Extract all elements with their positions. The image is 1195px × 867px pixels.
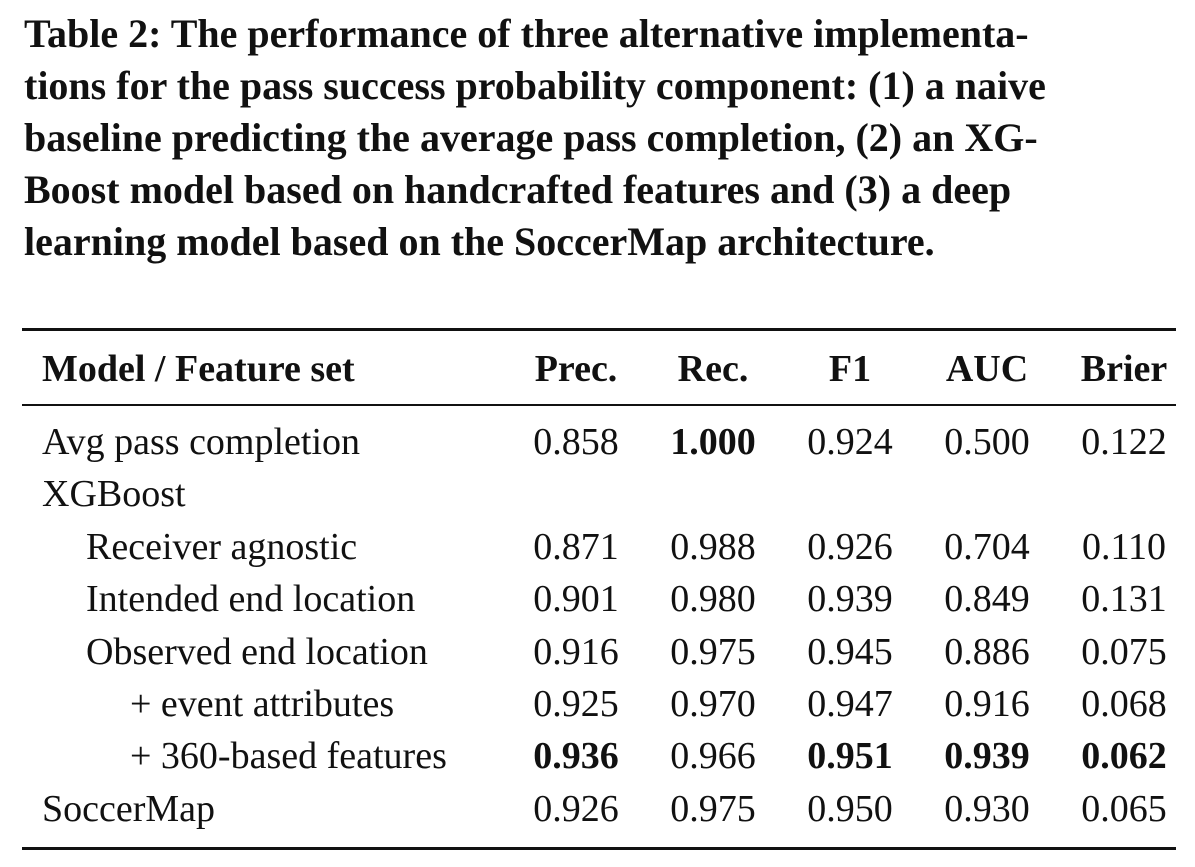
header-auc: AUC [945,348,1029,390]
table-cell: 0.858 [533,421,619,463]
table-top-rule [22,328,1176,331]
table-cell: 0.924 [807,421,893,463]
row-label: SoccerMap [42,787,216,830]
caption-line: tions for the pass success probability c… [24,63,1046,108]
table-cell: 0.936 [533,735,619,778]
header-model-feature-set: Model / Feature set [42,348,355,390]
row-label: Observed end location [86,630,428,673]
table-cell: 0.068 [1081,683,1167,725]
table-cell: 0.966 [670,735,756,778]
table-cell: 0.916 [944,683,1030,725]
table-cell: 0.062 [1081,735,1167,778]
caption-line: learning model based on the SoccerMap ar… [24,219,935,264]
table-cell: 0.871 [533,525,619,568]
table-cell: 0.945 [807,630,893,673]
table-cell: 0.939 [944,735,1030,778]
table-cell: 0.901 [533,578,619,621]
table-bottom-rule [22,847,1176,850]
table-cell: 0.951 [807,735,893,778]
header-prec: Prec. [534,348,618,390]
table-cell: 0.975 [670,787,756,830]
row-label: Intended end location [86,578,416,621]
table-cell: 0.131 [1081,578,1167,621]
table-cell: 0.500 [944,421,1030,463]
table-cell: 0.925 [533,683,619,725]
table-cell: 0.886 [944,630,1030,673]
table-cell: 0.704 [944,525,1030,568]
table-cell: 0.916 [533,630,619,673]
table-cell: 0.988 [670,525,756,568]
table-cell: 0.926 [807,525,893,568]
table-cell: 1.000 [670,421,756,463]
table-cell: 0.122 [1081,421,1167,463]
table-header-rule [22,404,1176,406]
table-cell: 0.975 [670,630,756,673]
table-cell: 0.926 [533,787,619,830]
row-label: Receiver agnostic [86,525,358,568]
row-label: Avg pass completion [42,421,361,463]
row-label: + 360-based features [130,735,447,778]
table-cell: 0.947 [807,683,893,725]
table-cell: 0.065 [1081,787,1167,830]
row-label: + event attributes [130,683,395,725]
table-cell: 0.939 [807,578,893,621]
caption-line: Table 2: The performance of three altern… [24,11,1029,56]
header-brier: Brier [1080,348,1168,390]
table-cell: 0.110 [1081,525,1167,568]
caption-line: baseline predicting the average pass com… [24,115,1038,160]
table-cell: 0.970 [670,683,756,725]
table-cell: 0.075 [1081,630,1167,673]
header-f1: F1 [828,348,872,390]
caption-line: Boost model based on handcrafted feature… [24,167,1012,212]
table-cell: 0.849 [944,578,1030,621]
header-rec: Rec. [677,348,749,390]
table-cell: 0.950 [807,787,893,830]
table-caption: Table 2: The performance of three altern… [24,8,1174,268]
table-cell: 0.980 [670,578,756,621]
table-cell: 0.930 [944,787,1030,830]
row-label: XGBoost [42,473,186,516]
